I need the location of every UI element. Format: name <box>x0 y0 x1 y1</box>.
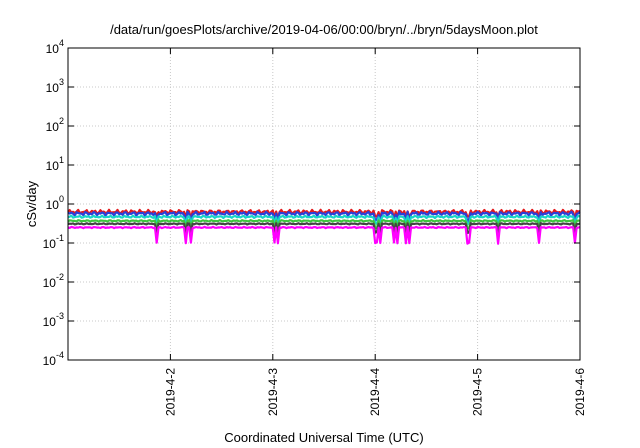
series-line-2 <box>67 210 581 224</box>
y-tick-label: 102 <box>46 116 64 134</box>
y-tick-label: 100 <box>46 194 64 212</box>
y-tick-label: 10-1 <box>43 233 64 251</box>
series-line-4 <box>67 218 581 230</box>
x-tick-label: 2019-4-3 <box>266 368 280 416</box>
x-tick-label: 2019-4-6 <box>573 368 587 416</box>
y-tick-label: 10-2 <box>43 272 64 290</box>
x-axis-title: Coordinated Universal Time (UTC) <box>224 430 423 445</box>
x-tick-label: 2019-4-2 <box>163 368 177 416</box>
y-tick-label: 104 <box>46 38 64 56</box>
chart-title: /data/run/goesPlots/archive/2019-04-06/0… <box>110 22 538 37</box>
series-line-5 <box>67 222 581 235</box>
y-axis-ticks: 10-4 10-3 10-2 10-1 100 101 102 103 104 <box>43 38 580 368</box>
y-tick-label: 10-3 <box>43 311 64 329</box>
y-tick-label: 103 <box>46 77 64 95</box>
series-line-6 <box>67 225 581 245</box>
y-axis-title: cSv/day <box>24 180 39 227</box>
grid-lines <box>68 48 580 360</box>
x-tick-label: 2019-4-5 <box>471 368 485 416</box>
y-tick-label: 10-4 <box>43 350 64 368</box>
y-tick-label: 101 <box>46 155 64 173</box>
series-group <box>67 208 581 245</box>
series-line-3 <box>67 214 581 226</box>
x-axis-ticks: 2019-4-2 2019-4-3 2019-4-4 2019-4-5 2019-4-6 <box>163 48 587 416</box>
x-tick-label: 2019-4-4 <box>368 368 382 416</box>
